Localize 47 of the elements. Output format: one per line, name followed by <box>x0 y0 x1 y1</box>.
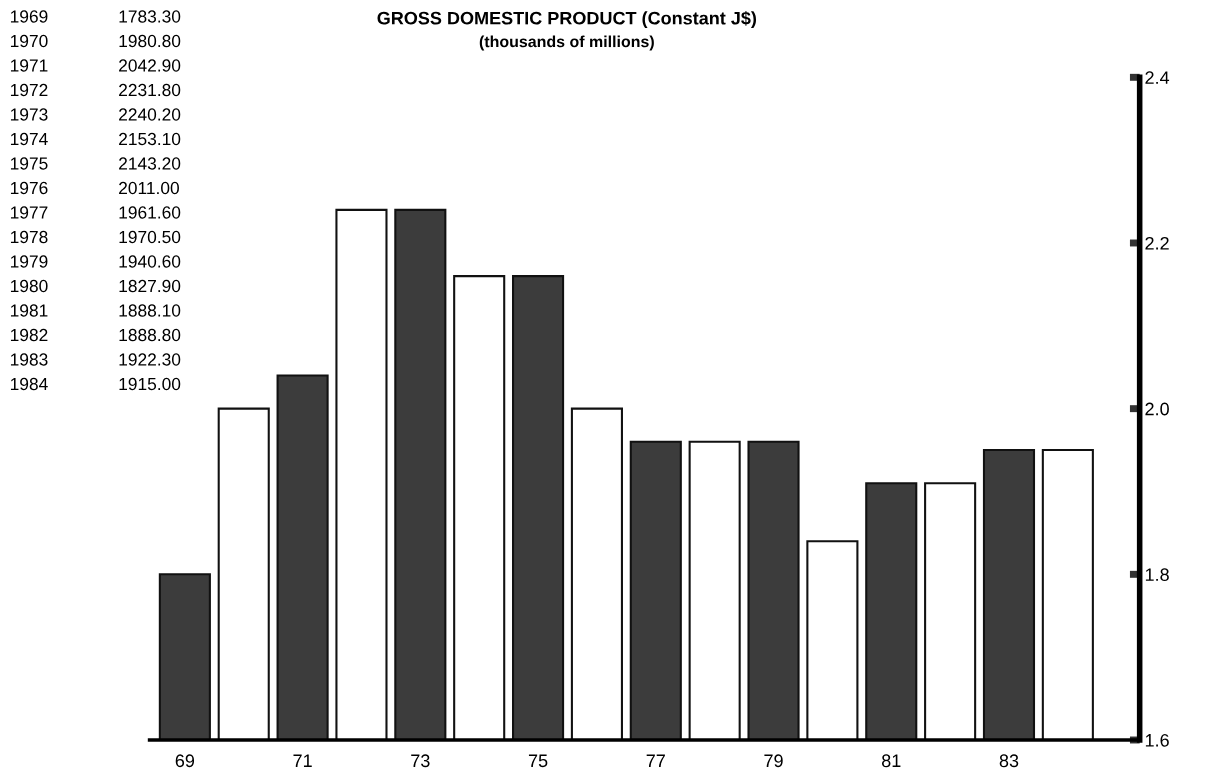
text: 2042.90 <box>119 59 181 72</box>
text: 1971 <box>10 59 48 72</box>
annotation: 1940.60 <box>119 255 181 268</box>
text: 1977 <box>10 206 48 219</box>
x-tick-label: 83 <box>999 754 1019 768</box>
text: 1972 <box>10 83 48 97</box>
text: 1969 <box>10 10 48 23</box>
annotation: 1888.80 <box>119 328 181 342</box>
text: 1975 <box>10 157 48 170</box>
annotation: 1827.90 <box>119 279 181 293</box>
text: 1970 <box>10 34 48 48</box>
annotation: 2143.20 <box>119 157 181 170</box>
x-tick-label: 79 <box>764 754 783 768</box>
y-tick-label: 2.2 <box>1145 236 1169 250</box>
x-tick-label: 69 <box>175 754 195 768</box>
text: 1980.80 <box>119 34 181 48</box>
text: 1982 <box>10 328 48 342</box>
annotation: 1922.30 <box>119 353 181 366</box>
text: 1984 <box>10 377 48 391</box>
chart-title: GROSS DOMESTIC PRODUCT (Constant J$) <box>377 10 757 29</box>
x-tick-label: 75 <box>528 754 548 768</box>
y-tick-label: 1.8 <box>1145 568 1169 582</box>
annotation: 2231.80 <box>119 83 181 97</box>
annotation: 2240.20 <box>119 108 181 121</box>
text: 1981 <box>10 304 48 317</box>
x-tick-label: 81 <box>882 754 901 768</box>
x-tick-label: 77 <box>646 754 665 767</box>
y-tick-label: 2.4 <box>1145 71 1170 84</box>
text: 1978 <box>10 230 48 244</box>
annotation: 2153.10 <box>119 132 181 146</box>
text: 1983 <box>10 353 48 366</box>
y-tick-label: 1.6 <box>1145 733 1169 747</box>
annotation: 1888.10 <box>119 304 181 317</box>
text: 1974 <box>10 132 48 146</box>
annotation: 1961.60 <box>119 206 181 219</box>
y-tick-label: 2.0 <box>1145 402 1169 416</box>
annotation: 1970.50 <box>119 230 181 244</box>
text: 1783.30 <box>119 10 181 23</box>
text: 1973 <box>10 108 48 121</box>
text: 1979 <box>10 255 48 268</box>
chart-subtitle: (thousands of millions) <box>479 35 654 51</box>
x-tick-label: 73 <box>411 754 430 768</box>
annotation: 1915.00 <box>119 377 181 391</box>
text: 1980 <box>10 279 48 293</box>
text: 1976 <box>10 181 48 195</box>
x-tick-label: 71 <box>293 754 312 767</box>
annotation: 2011.00 <box>119 181 179 195</box>
